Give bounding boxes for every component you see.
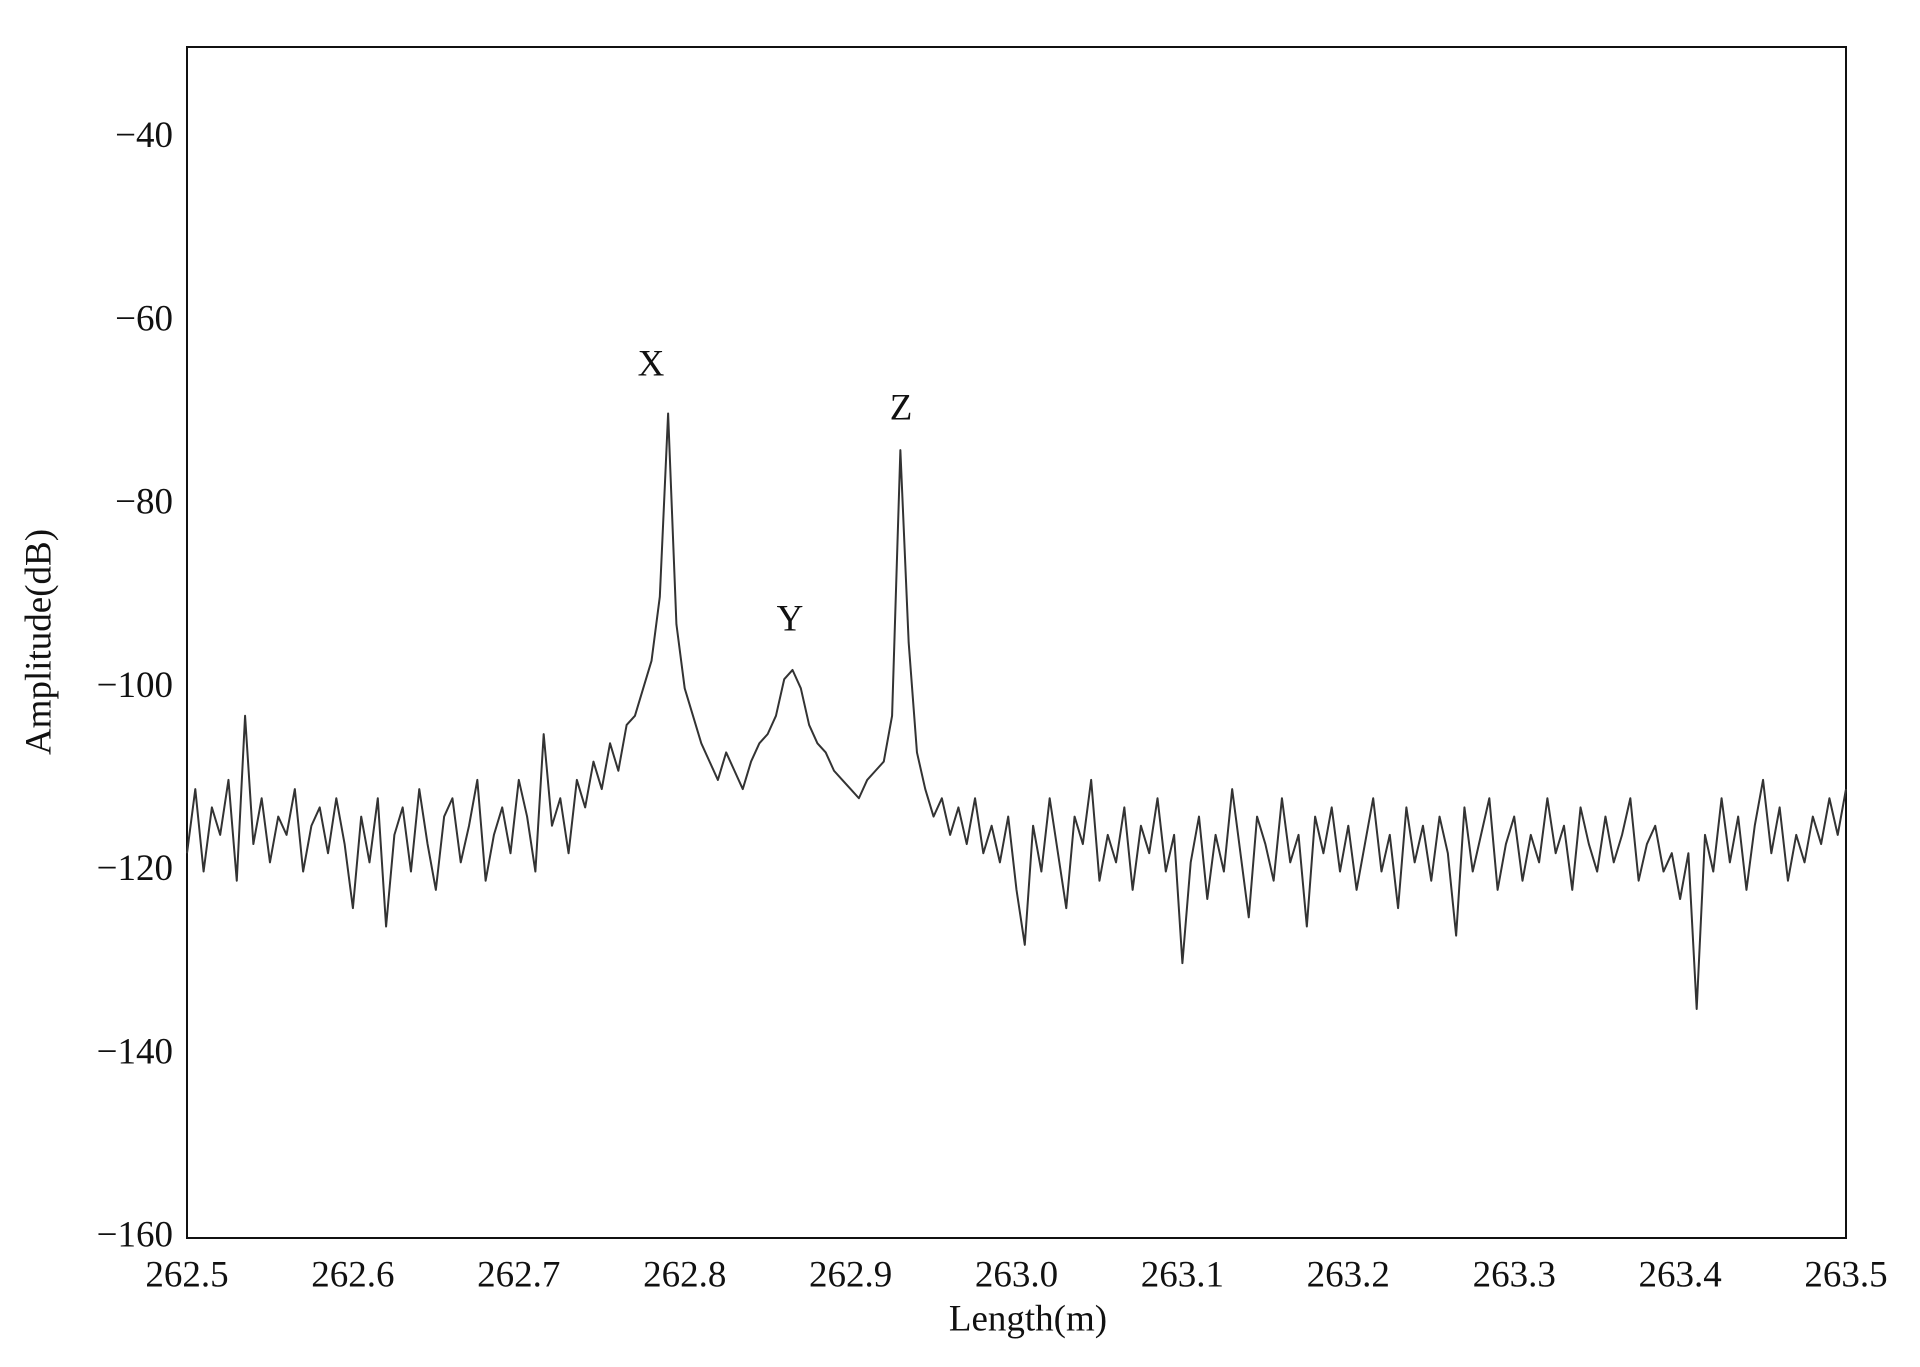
x-tick-label: 263.1 xyxy=(1141,1254,1224,1295)
annotation: X xyxy=(638,343,665,384)
y-axis-label: Amplitude(dB) xyxy=(18,529,59,755)
plot-frame xyxy=(186,46,1847,1239)
y-tick-label: −100 xyxy=(97,665,173,706)
x-tick-label: 262.9 xyxy=(809,1254,892,1295)
annotation: Z xyxy=(890,387,913,428)
annotation: Y xyxy=(777,598,804,639)
x-tick-label: 262.7 xyxy=(477,1254,560,1295)
data-line xyxy=(186,412,1847,1010)
y-tick-label: −140 xyxy=(97,1031,173,1072)
x-tick-label: 263.5 xyxy=(1804,1254,1887,1295)
x-axis-label: Length(m) xyxy=(949,1298,1107,1339)
y-tick-label: −60 xyxy=(115,298,173,339)
y-tick-label: −80 xyxy=(115,482,173,523)
x-tick-label: 262.5 xyxy=(145,1254,228,1295)
x-tick-label: 263.4 xyxy=(1638,1254,1721,1295)
x-tick-label: 262.8 xyxy=(643,1254,726,1295)
y-tick-label: −40 xyxy=(115,115,173,156)
y-tick-label: −120 xyxy=(97,848,173,889)
x-tick-label: 263.2 xyxy=(1307,1254,1390,1295)
x-tick-label: 263.3 xyxy=(1473,1254,1556,1295)
x-tick-label: 262.6 xyxy=(311,1254,394,1295)
y-tick-label: −160 xyxy=(97,1214,173,1255)
x-tick-label: 263.0 xyxy=(975,1254,1058,1295)
